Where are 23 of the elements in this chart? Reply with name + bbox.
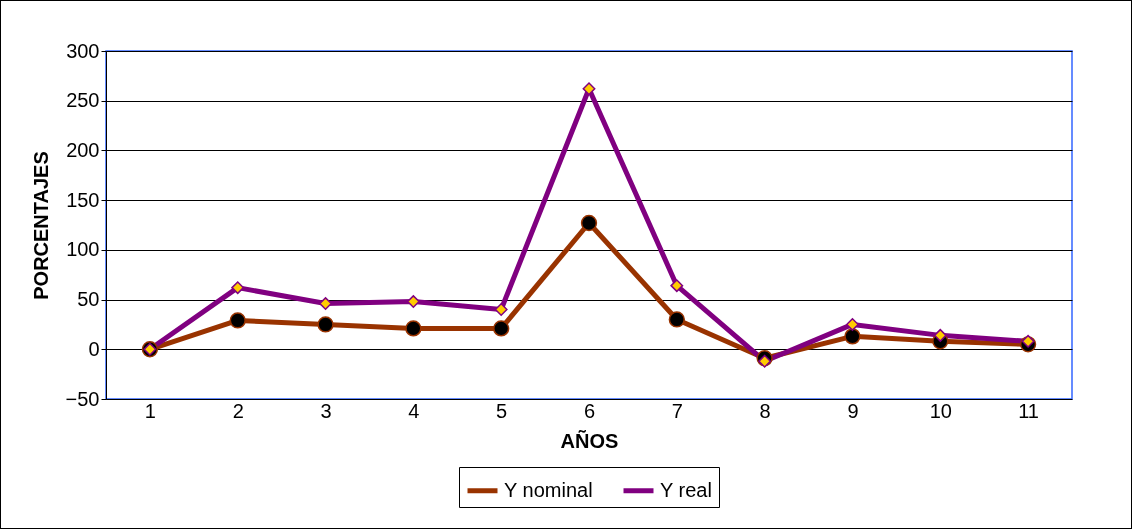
y-tick-label: 0 [88,337,100,360]
y-tick-label: 300 [66,39,100,62]
x-tick-label: 1 [144,399,156,422]
x-tick-label: 5 [496,399,508,422]
legend-label: Y real [660,478,712,501]
y-tick-label: 100 [66,238,100,261]
x-tick-label: 2 [232,399,244,422]
x-tick-label: 11 [1018,399,1039,422]
x-tick-label: 8 [759,399,771,422]
y-tick-label: 50 [77,288,100,311]
x-tick-label: 7 [671,399,683,422]
y-tick-label: −50 [65,387,100,410]
x-tick-label: 9 [847,399,859,422]
y-tick-label: 250 [66,89,100,112]
x-tick-label: 10 [929,399,952,422]
y-tick-label: 150 [66,188,100,211]
x-tick-label: 4 [408,399,420,422]
x-tick-label: 3 [320,399,332,422]
x-axis-title: AÑOS [560,429,619,452]
y-tick-label: 200 [66,138,100,161]
legend-label: Y nominal [504,478,593,501]
y-axis-title: PORCENTAJES [29,151,52,300]
x-tick-label: 6 [583,399,596,422]
